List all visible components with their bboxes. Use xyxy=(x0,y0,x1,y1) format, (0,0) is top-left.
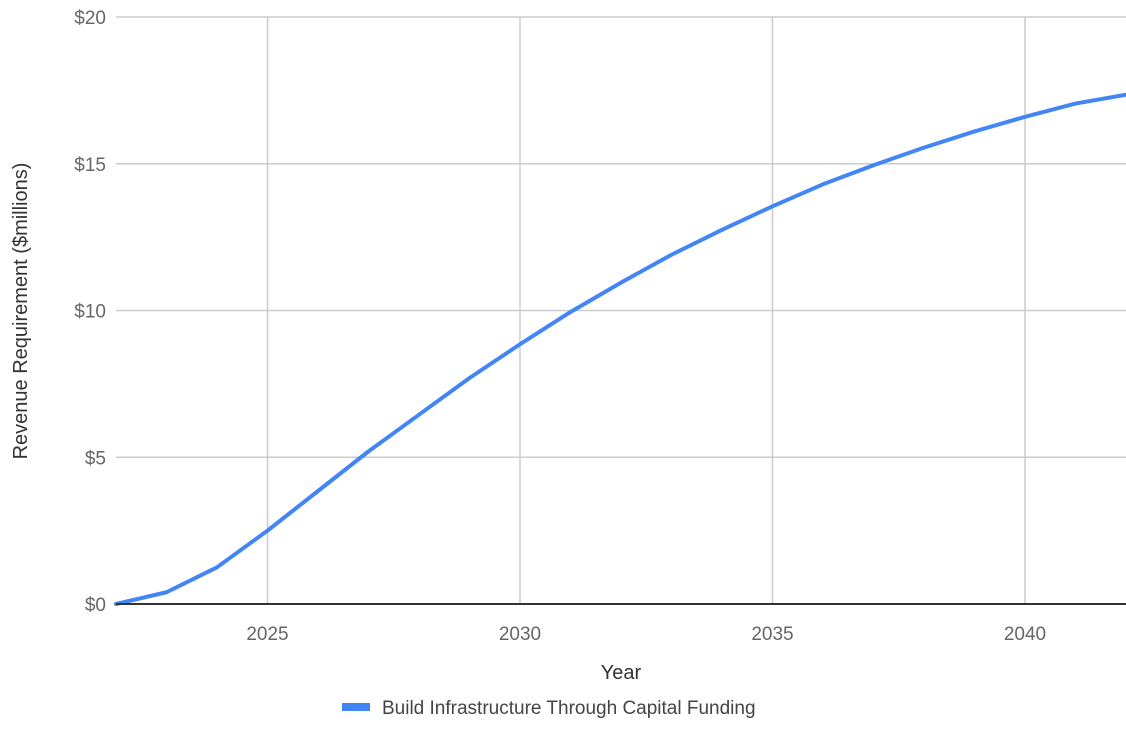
y-tick-label: $15 xyxy=(74,155,106,176)
x-tick-label: 2025 xyxy=(246,624,288,645)
series-line xyxy=(114,92,1126,606)
legend: Build Infrastructure Through Capital Fun… xyxy=(342,698,756,719)
x-tick-label: 2035 xyxy=(751,624,793,645)
y-axis-title: Revenue Requirement ($millions) xyxy=(10,163,32,460)
axes: $0 $5 $10 $15 $20 2025 2030 2035 2040 xyxy=(74,8,1126,645)
legend-swatch xyxy=(342,703,370,711)
x-axis-title: Year xyxy=(601,662,642,684)
y-tick-label: $10 xyxy=(74,302,106,323)
y-tick-label: $0 xyxy=(85,595,106,616)
series-lines xyxy=(114,92,1126,606)
gridlines xyxy=(116,16,1126,604)
y-tick-label: $5 xyxy=(85,448,106,469)
legend-label: Build Infrastructure Through Capital Fun… xyxy=(382,698,756,719)
y-tick-label: $20 xyxy=(74,8,106,29)
x-tick-label: 2030 xyxy=(499,624,541,645)
x-tick-label: 2040 xyxy=(1004,624,1046,645)
